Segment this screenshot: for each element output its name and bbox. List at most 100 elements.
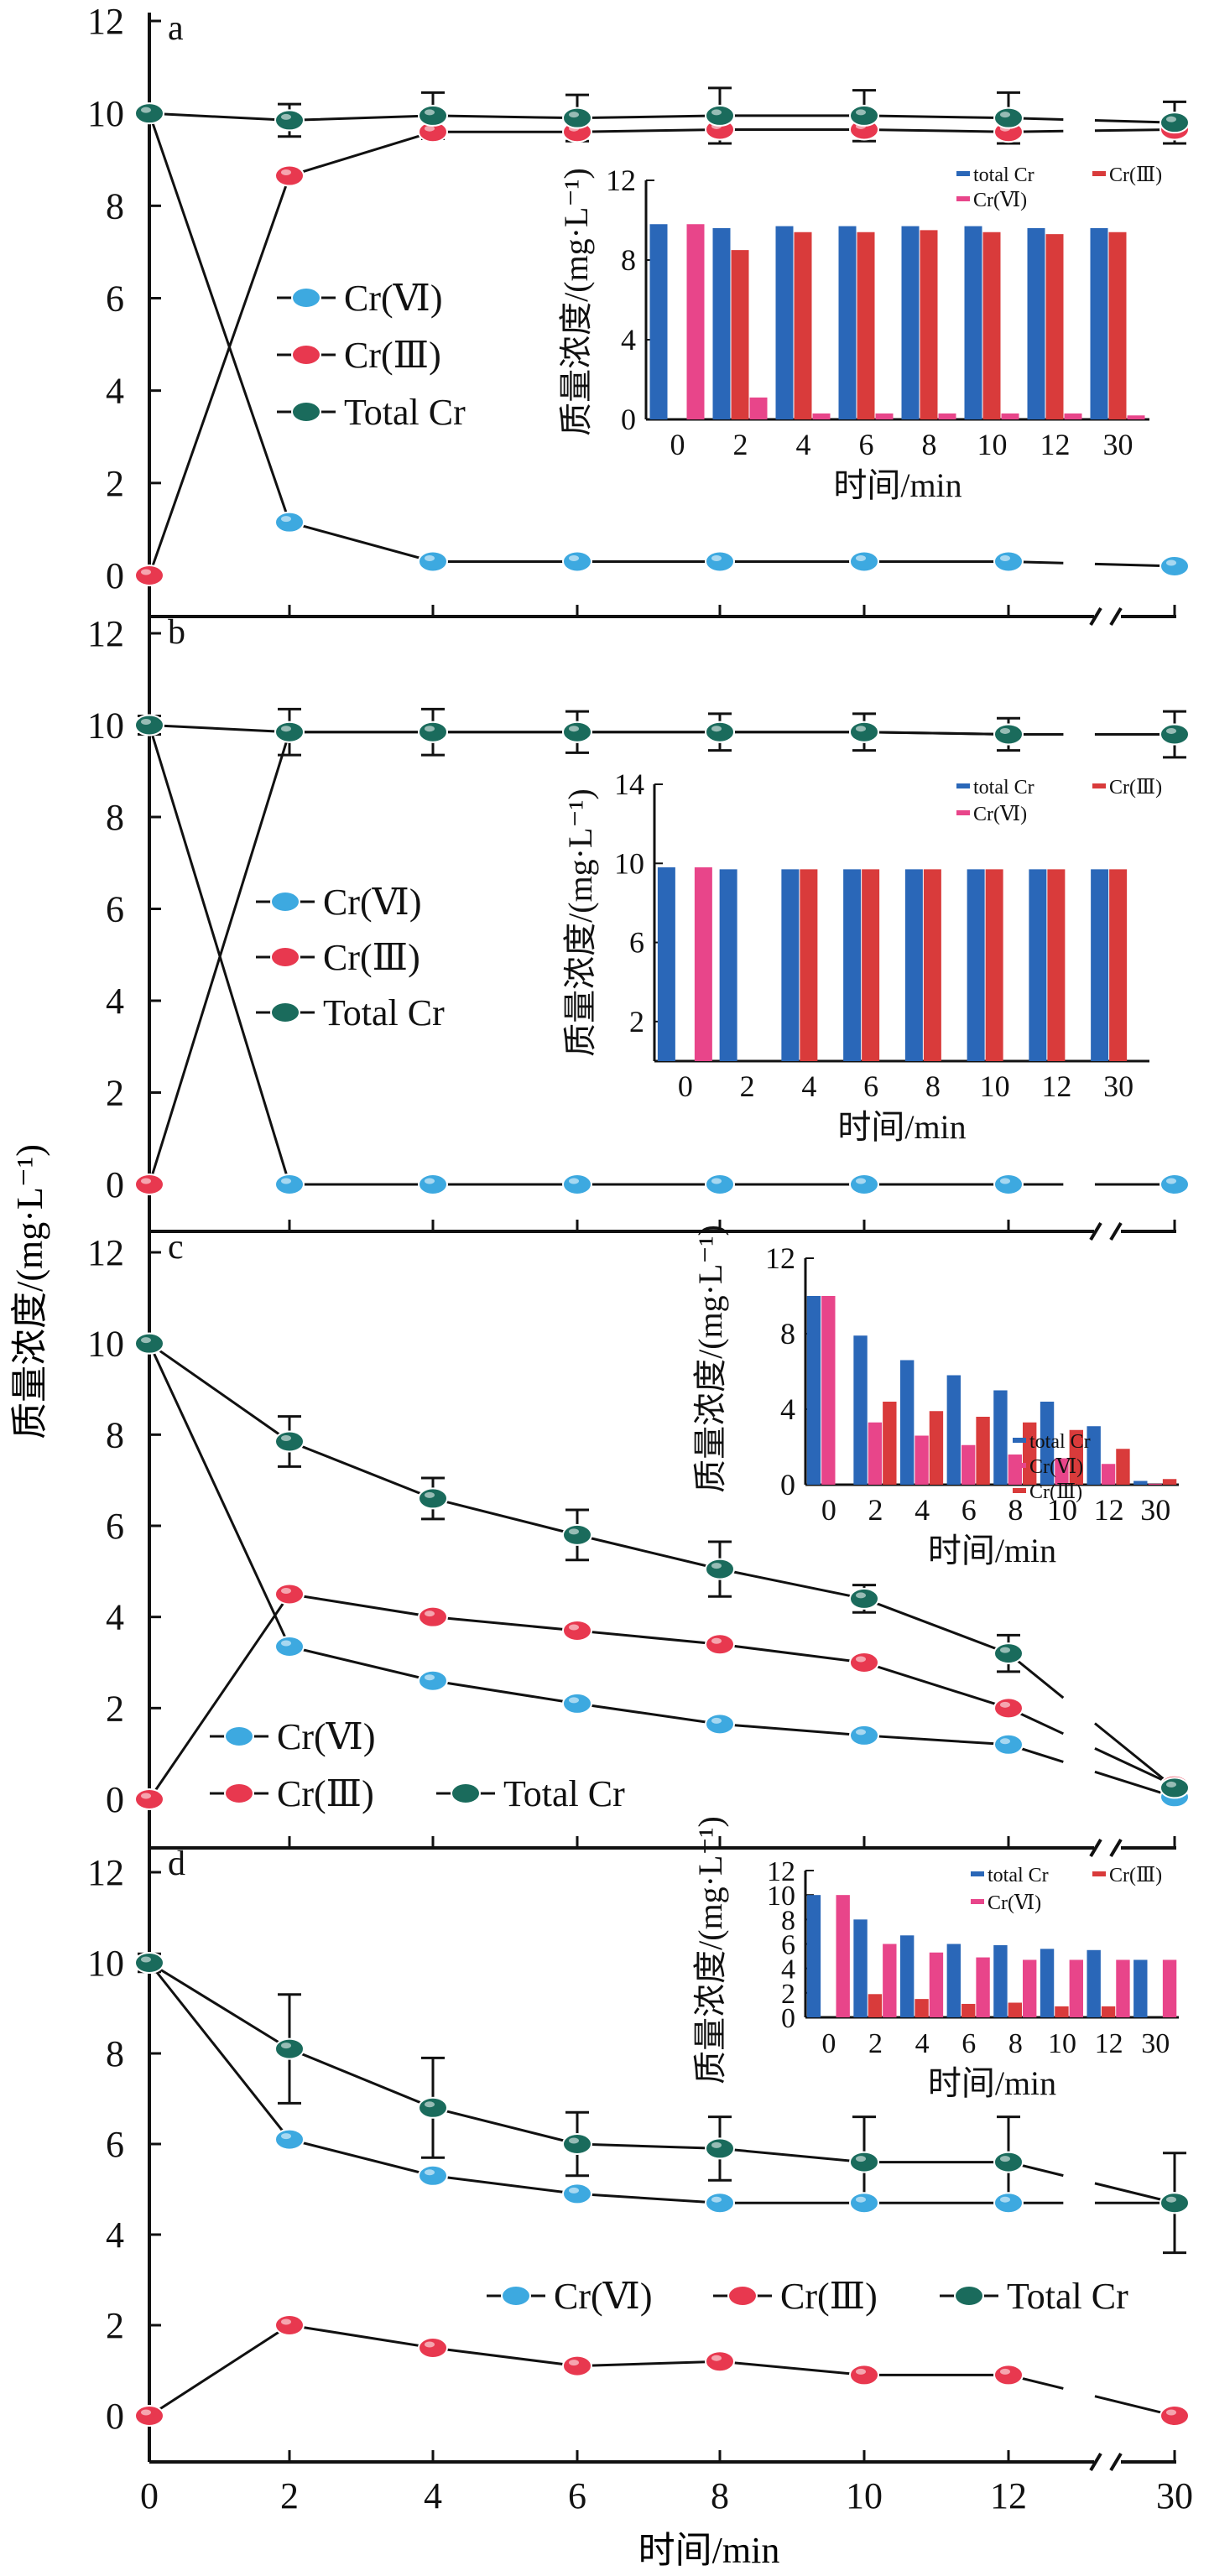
panel-a: 0 2 4 6 8 10 12 a Cr(Ⅵ) Cr(Ⅲ) Total Cr bbox=[87, 1, 1190, 627]
data-point-highlight bbox=[1166, 116, 1176, 122]
y-tick-label: 12 bbox=[87, 1232, 124, 1273]
legend-marker bbox=[224, 1725, 254, 1747]
data-point-highlight bbox=[856, 1592, 866, 1599]
inset-bar bbox=[1047, 869, 1066, 1061]
inset-x-tick-label: 8 bbox=[925, 1069, 941, 1103]
series-line-break bbox=[1008, 2373, 1175, 2417]
inset-a: 0 4 8 12 0 2 4 6 8 10 12 30 total Cr Cr(Ⅲ) Cr(Ⅵ) 时间/min… bbox=[557, 164, 1162, 504]
inset-bar bbox=[915, 1999, 929, 2017]
data-point-highlight bbox=[569, 1624, 579, 1631]
inset-x-tick-label: 30 bbox=[1103, 1069, 1133, 1103]
data-point bbox=[849, 721, 879, 743]
inset-y-tick-label: 6 bbox=[781, 1930, 795, 1961]
axis-break-mark bbox=[1109, 1838, 1123, 1858]
series-line-break bbox=[1008, 1743, 1175, 1798]
inset-bar bbox=[794, 232, 812, 419]
data-point-highlight bbox=[281, 2318, 291, 2325]
series-line-break bbox=[1008, 127, 1175, 133]
inset-bar bbox=[1133, 1959, 1148, 2017]
inset-y-tick-label: 6 bbox=[629, 926, 644, 960]
inset-bar bbox=[929, 1952, 944, 2017]
inset-y-tick-label: 10 bbox=[614, 846, 644, 880]
data-point bbox=[418, 2337, 448, 2359]
inset-bar bbox=[1069, 1429, 1084, 1485]
data-point-highlight bbox=[425, 109, 435, 116]
data-point bbox=[849, 1174, 879, 1195]
legend-marker bbox=[270, 946, 300, 968]
inset-bar bbox=[812, 413, 831, 419]
data-point bbox=[134, 1788, 164, 1810]
figure-ylabel: 质量浓度/(mg·L⁻¹) bbox=[9, 1144, 50, 1439]
inset-legend-swatch bbox=[1092, 1871, 1106, 1876]
inset-bar bbox=[1023, 1422, 1037, 1485]
legend-label: Cr(Ⅵ) bbox=[344, 278, 443, 319]
data-point-highlight bbox=[141, 107, 151, 113]
y-tick-label: 10 bbox=[87, 705, 124, 747]
data-point-highlight bbox=[281, 113, 291, 120]
data-point-highlight bbox=[425, 2341, 435, 2348]
data-point bbox=[993, 2151, 1024, 2173]
data-point-highlight bbox=[569, 1178, 579, 1184]
inset-bar bbox=[938, 413, 956, 419]
data-point-highlight bbox=[1166, 727, 1176, 734]
inset-bar bbox=[694, 867, 712, 1061]
data-point-highlight bbox=[711, 2355, 722, 2361]
inset-bar bbox=[1008, 1455, 1023, 1485]
x-tick-label: 4 bbox=[424, 2475, 442, 2516]
inset-y-tick-label: 8 bbox=[621, 243, 636, 277]
data-point-highlight bbox=[569, 2360, 579, 2366]
y-tick-label: 12 bbox=[87, 613, 124, 654]
x-tick-label: 10 bbox=[846, 2475, 883, 2516]
inset-x-tick-label: 10 bbox=[977, 428, 1008, 461]
legend-marker bbox=[291, 401, 321, 423]
data-point-highlight bbox=[711, 726, 722, 732]
inset-bar bbox=[1023, 1959, 1037, 2017]
data-point-highlight bbox=[1000, 2196, 1010, 2203]
data-point bbox=[705, 1558, 735, 1580]
axis-break-mark bbox=[1109, 2452, 1123, 2472]
y-tick-label: 0 bbox=[106, 1779, 124, 1820]
inset-bar bbox=[993, 1944, 1008, 2017]
data-point bbox=[705, 2137, 735, 2160]
inset-bar bbox=[749, 397, 768, 419]
inset-x-tick-label: 0 bbox=[678, 1069, 693, 1103]
inset-x-tick-label: 4 bbox=[801, 1069, 816, 1103]
inset-bar bbox=[836, 1895, 850, 2017]
legend-marker bbox=[291, 344, 321, 366]
inset-bar bbox=[1090, 228, 1108, 419]
inset-bar bbox=[946, 1375, 961, 1485]
inset-y-tick-label: 8 bbox=[780, 1317, 795, 1350]
data-point bbox=[274, 1174, 305, 1195]
inset-x-tick-label: 10 bbox=[1047, 1493, 1077, 1527]
inset-bar bbox=[982, 232, 1001, 419]
inset-legend-swatch bbox=[956, 171, 970, 176]
y-tick-label: 6 bbox=[106, 2124, 124, 2165]
legend-label: Cr(Ⅲ) bbox=[323, 937, 420, 978]
data-point-highlight bbox=[711, 2141, 722, 2148]
data-point bbox=[274, 1583, 305, 1605]
inset-bar bbox=[806, 1895, 821, 2017]
data-point bbox=[993, 723, 1024, 746]
data-point bbox=[418, 104, 448, 127]
axis-break-mark bbox=[1089, 606, 1102, 627]
data-point-highlight bbox=[711, 1717, 722, 1724]
series-line-break bbox=[1008, 559, 1175, 568]
inset-bar bbox=[1101, 2006, 1116, 2017]
data-point bbox=[1159, 2405, 1190, 2427]
inset-bar bbox=[904, 869, 923, 1061]
data-point-highlight bbox=[569, 554, 579, 561]
inset-x-tick-label: 0 bbox=[821, 2028, 836, 2059]
data-point-highlight bbox=[856, 1729, 866, 1736]
data-point-highlight bbox=[1000, 1701, 1010, 1708]
legend-label: Total Cr bbox=[503, 1773, 625, 1814]
inset-y-tick-label: 8 bbox=[781, 1905, 795, 1936]
inset-legend-swatch bbox=[971, 1871, 984, 1876]
x-tick-label: 0 bbox=[140, 2475, 159, 2516]
data-point-highlight bbox=[711, 109, 722, 116]
data-point bbox=[562, 1523, 592, 1546]
data-point bbox=[993, 1642, 1024, 1665]
data-point bbox=[562, 1619, 592, 1642]
data-point-highlight bbox=[1166, 1781, 1176, 1788]
data-point bbox=[1159, 2192, 1190, 2214]
